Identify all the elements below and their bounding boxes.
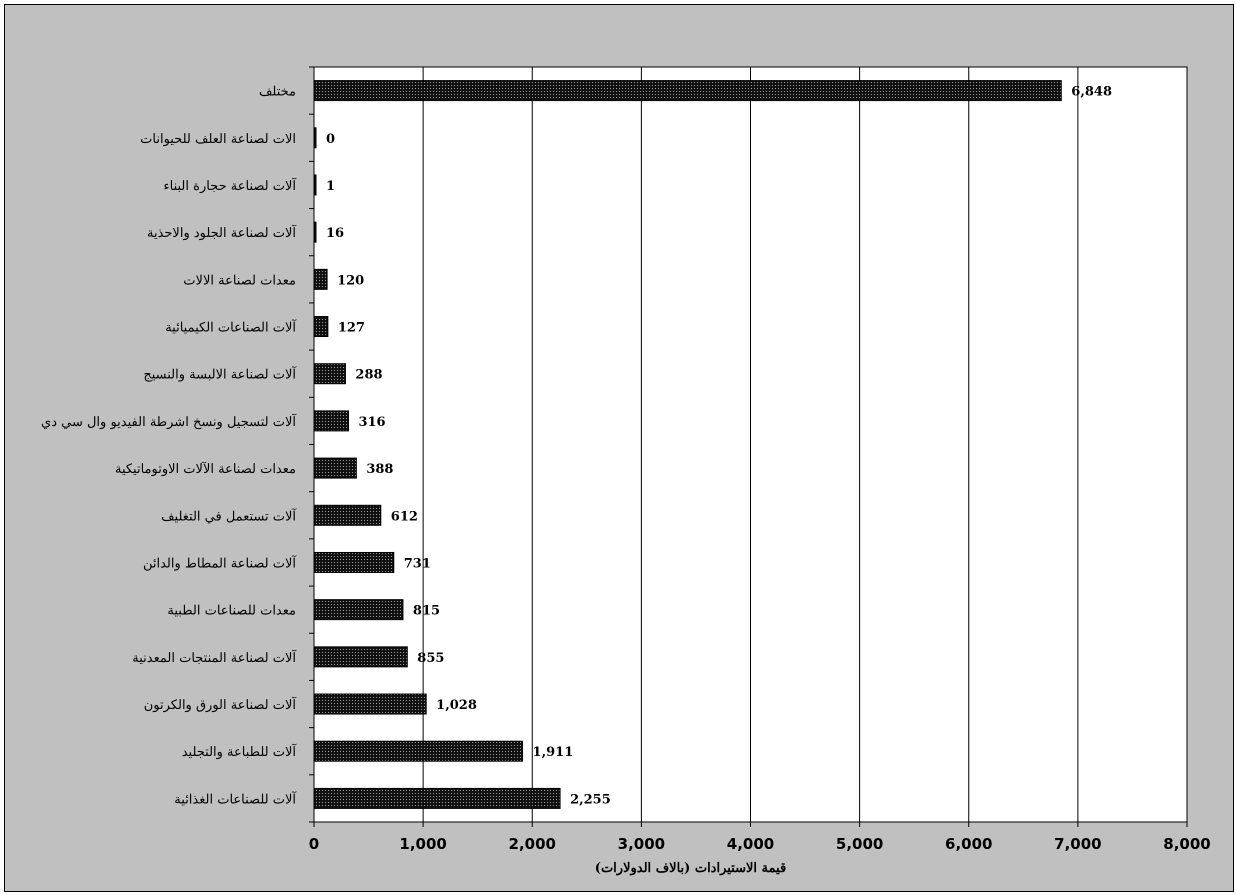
data-label: 1 xyxy=(326,179,335,194)
data-label: 1,028 xyxy=(436,698,477,713)
bar xyxy=(313,787,561,809)
data-label: 127 xyxy=(338,321,365,336)
category-label: معدات لصناعة الآلات الاوتوماتيكية xyxy=(115,461,296,477)
data-label: 316 xyxy=(358,415,385,430)
bar xyxy=(313,551,395,573)
x-tick-label: 1,000 xyxy=(399,835,446,853)
category-label: آلات لصناعة الالبسة والنسيج xyxy=(143,366,297,383)
x-tick-label: 8,000 xyxy=(1163,835,1210,853)
data-label: 855 xyxy=(417,651,444,666)
bar xyxy=(313,599,404,621)
x-tick-label: 0 xyxy=(309,835,319,853)
category-label: آلات لصناعة الورق والكرتون xyxy=(144,696,298,713)
data-label: 815 xyxy=(413,604,440,619)
data-label: 16 xyxy=(326,226,344,241)
x-tick-label: 7,000 xyxy=(1054,835,1101,853)
bar xyxy=(313,268,328,290)
data-label: 6,848 xyxy=(1071,85,1112,100)
x-tick-label: 3,000 xyxy=(618,835,665,853)
data-label: 1,911 xyxy=(533,745,574,760)
category-label: مختلف xyxy=(259,85,296,100)
category-label: آلات لتسجيل ونسخ اشرطة الفيديو وال سي دي xyxy=(41,413,297,430)
data-label: 2,255 xyxy=(570,792,611,807)
category-label: آلات لصناعة المنتجات المعدنية xyxy=(132,649,297,666)
category-label: آلات للصناعات الغذائية xyxy=(174,790,297,807)
x-axis-title: قيمة الاستيرادات (بالاف الدولارات) xyxy=(595,861,786,876)
data-label: 731 xyxy=(404,556,431,571)
bar xyxy=(313,646,408,668)
data-label: 612 xyxy=(391,509,418,524)
category-label: معدات لصناعة الالات xyxy=(183,273,296,288)
x-tick-label: 2,000 xyxy=(509,835,556,853)
bar xyxy=(313,504,382,526)
category-label: آلات تستعمل في التغليف xyxy=(161,507,297,524)
data-label: 388 xyxy=(366,462,393,477)
bar xyxy=(313,740,524,762)
category-label: آلات لصناعة الجلود والاحذية xyxy=(147,224,297,241)
bar xyxy=(313,363,346,385)
data-label: 120 xyxy=(337,273,364,288)
x-tick-label: 6,000 xyxy=(945,835,992,853)
bar xyxy=(313,410,349,432)
category-label: آلات لصناعة المطاط والدائن xyxy=(143,554,297,571)
category-label: معدات للصناعات الطبية xyxy=(167,604,296,619)
bar xyxy=(313,693,427,715)
x-tick-label: 5,000 xyxy=(836,835,883,853)
x-tick-label: 4,000 xyxy=(727,835,774,853)
data-label: 288 xyxy=(355,368,382,383)
category-label: آلات الصناعات الكيميائية xyxy=(165,319,297,336)
bar xyxy=(313,80,1062,102)
category-label: الات لصناعة العلف للحيوانات xyxy=(140,132,296,147)
bar xyxy=(313,457,357,479)
data-label: 0 xyxy=(326,132,335,147)
category-label: آلات للطباعة والتجليد xyxy=(182,743,298,760)
bar xyxy=(313,316,329,338)
category-label: آلات لصناعة حجارة البناء xyxy=(164,177,298,194)
